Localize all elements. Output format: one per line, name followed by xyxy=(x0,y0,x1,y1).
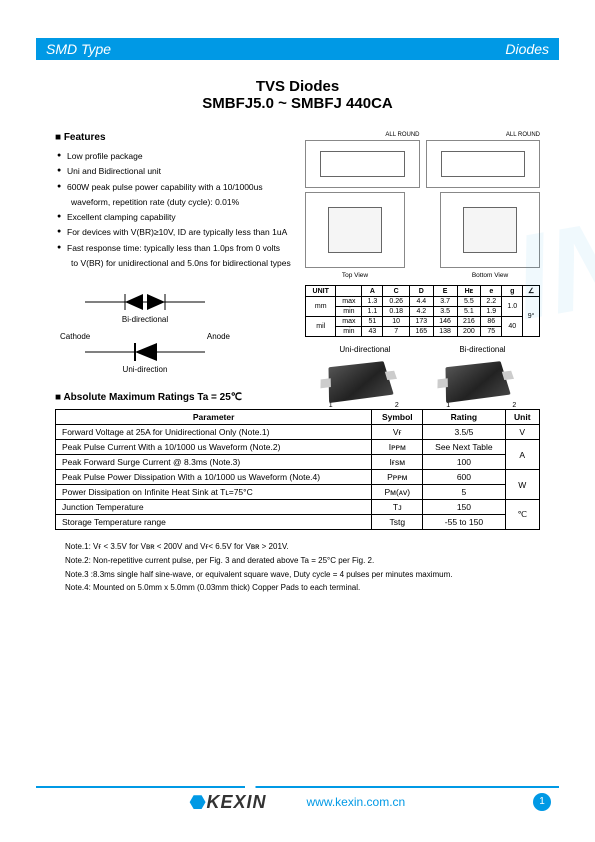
ratings-table: ParameterSymbolRatingUnitForward Voltage… xyxy=(55,409,540,530)
header-left: SMD Type xyxy=(46,41,111,57)
logo: ⬣KEXIN xyxy=(190,792,267,813)
title-line2: SMBFJ5.0 ~ SMBFJ 440CA xyxy=(0,95,595,112)
dimension-table: UNITACDEHᴇeg∠mmmax1.30.264.43.75.52.21.0… xyxy=(305,285,540,337)
uni-label: Uni-directional xyxy=(339,345,390,354)
direction-labels: Uni-directional Bi-directional xyxy=(305,345,540,354)
notes-block: Note.1: Vғ < 3.5V for Vʙʀ < 200V and Vғ<… xyxy=(55,540,540,594)
bottomview-caption: Bottom View xyxy=(440,272,540,279)
diode-symbols: Bi-directional Cathode Anode Uni-directi… xyxy=(55,291,235,374)
header-bar: SMD Type Diodes xyxy=(36,38,559,60)
pkg-outline-2 xyxy=(426,140,541,188)
footer-line xyxy=(36,786,559,788)
pkg-label-2: ALL ROUND xyxy=(426,132,541,138)
unidir-label: Uni-direction xyxy=(123,365,168,374)
chip3d-uni xyxy=(328,361,393,403)
topview-caption: Top View xyxy=(305,272,405,279)
bidir-icon xyxy=(85,291,205,313)
bi-label: Bi-directional xyxy=(459,345,505,354)
bidir-symbol: Bi-directional xyxy=(55,291,235,324)
pkg-bottomview xyxy=(440,192,540,268)
content-area: ■ Features Low profile packageUni and Bi… xyxy=(55,132,540,595)
footer: ⬣KEXIN www.kexin.com.cn 1 xyxy=(0,786,595,818)
package-diagrams: ALL ROUND ALL ROUND Top View Bottom View xyxy=(305,132,540,409)
title-line1: TVS Diodes xyxy=(0,78,595,95)
unidir-symbol: Uni-direction xyxy=(55,341,235,374)
anode-label: Anode xyxy=(207,332,230,341)
header-right: Diodes xyxy=(505,41,549,57)
pkg-label-1: ALL ROUND xyxy=(305,132,420,138)
page-title: TVS Diodes SMBFJ5.0 ~ SMBFJ 440CA xyxy=(0,78,595,112)
pkg-outline-1 xyxy=(305,140,420,188)
note-line: Note.3 :8.3ms single half sine-wave, or … xyxy=(65,568,540,582)
note-line: Note.2: Non-repetitive current pulse, pe… xyxy=(65,554,540,568)
chip3d-bi xyxy=(446,361,511,403)
note-line: Note.4: Mounted on 5.0mm x 5.0mm (0.03mm… xyxy=(65,581,540,595)
pkg-topview xyxy=(305,192,405,268)
uni-terminals: Cathode Anode xyxy=(60,332,230,341)
chip-3d-images: 12 12 xyxy=(305,360,540,409)
note-line: Note.1: Vғ < 3.5V for Vʙʀ < 200V and Vғ<… xyxy=(65,540,540,554)
unidir-icon xyxy=(85,341,205,363)
footer-url: www.kexin.com.cn xyxy=(307,795,406,809)
cathode-label: Cathode xyxy=(60,332,90,341)
bidir-label: Bi-directional xyxy=(122,315,168,324)
page-number: 1 xyxy=(533,793,551,811)
